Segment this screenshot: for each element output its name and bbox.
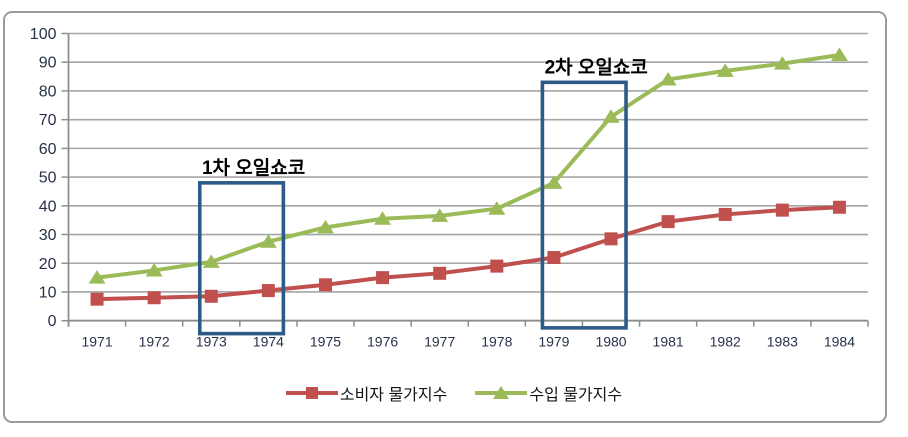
legend-item-consumer-price-index: 소비자 물가지수 [285, 381, 448, 405]
x-axis-tick-label: 1972 [139, 334, 170, 350]
y-axis-tick-label: 40 [39, 198, 57, 215]
x-axis-tick-label: 1978 [481, 334, 512, 350]
x-axis-tick-label: 1973 [196, 334, 227, 350]
x-axis-tick-label: 1977 [424, 334, 455, 350]
chart-frame [3, 11, 887, 423]
legend-item-import-price-index: 수입 물가지수 [475, 381, 622, 405]
x-axis-tick-label: 1975 [310, 334, 341, 350]
import-price-index-marker-triangle-icon [374, 211, 392, 225]
oil-shock-2-box [540, 80, 628, 330]
y-axis-tick-label: 10 [39, 284, 57, 301]
import-price-index-marker-triangle-icon [488, 201, 506, 215]
x-axis-tick-label: 1979 [538, 334, 569, 350]
consumer-price-index-marker-square-icon [318, 278, 332, 292]
y-axis-tick-label: 50 [39, 170, 57, 187]
x-axis-tick-label: 1976 [367, 334, 398, 350]
import-price-index-marker-triangle-icon [259, 234, 277, 248]
y-axis-tick-label: 0 [48, 313, 57, 330]
y-axis-tick-label: 20 [39, 256, 57, 273]
import-price-index-marker-triangle-icon [716, 63, 734, 77]
import-price-index-marker-triangle-icon [773, 56, 791, 70]
consumer-price-index-marker-square-icon [261, 284, 275, 298]
y-axis-tick-label: 70 [39, 112, 57, 129]
y-axis-tick-label: 60 [39, 141, 57, 158]
x-axis-tick-label: 1983 [767, 334, 798, 350]
oil-shock-1-box [197, 181, 286, 336]
import-price-index-marker-triangle-icon [88, 270, 106, 284]
consumer-price-index-marker-square-icon [490, 259, 504, 273]
import-price-index-marker-triangle-icon [545, 175, 563, 189]
legend-label: 소비자 물가지수 [339, 387, 448, 404]
consumer-price-index-marker-square-icon [604, 232, 618, 246]
import-price-index-marker-triangle-icon [145, 262, 163, 277]
y-axis-tick-label: 80 [39, 83, 57, 100]
x-axis-tick-label: 1982 [710, 334, 741, 350]
legend-triangle-marker-icon [475, 386, 528, 399]
legend-label: 수입 물가지수 [529, 387, 623, 404]
x-axis-tick-label: 1981 [653, 334, 684, 350]
consumer-price-index-marker-square-icon [547, 251, 561, 265]
import-price-index-marker-triangle-icon [431, 208, 449, 222]
consumer-price-index-marker-square-icon [775, 203, 789, 217]
oil-shock-1-label: 1차 오일쇼코 [202, 157, 305, 179]
x-axis-tick-label: 1980 [595, 334, 626, 350]
consumer-price-index-marker-square-icon [718, 207, 732, 221]
import-price-index-marker-triangle-icon [316, 219, 334, 234]
import-price-index-marker-triangle-icon [830, 47, 848, 62]
x-axis-tick-label: 1974 [253, 334, 284, 350]
x-axis-tick-label: 1971 [81, 334, 112, 350]
import-price-index-marker-triangle-icon [659, 71, 677, 86]
import-price-index-marker-triangle-icon [202, 254, 220, 268]
consumer-price-index-marker-square-icon [376, 271, 390, 285]
consumer-price-index-marker-square-icon [147, 291, 161, 305]
consumer-price-index-marker-square-icon [204, 289, 218, 303]
y-axis-tick-label: 100 [30, 26, 57, 43]
y-axis-tick-label: 30 [39, 227, 57, 244]
consumer-price-index-marker-square-icon [90, 292, 104, 306]
import-price-index-marker-triangle-icon [602, 109, 620, 123]
y-axis-tick-label: 90 [39, 55, 57, 72]
consumer-price-index-marker-square-icon [832, 200, 846, 214]
oil-shock-2-label: 2차 오일쇼코 [545, 56, 648, 78]
x-axis-tick-label: 1984 [824, 334, 855, 350]
consumer-price-index-marker-square-icon [433, 266, 447, 280]
consumer-price-index-line [95, 205, 842, 302]
chart-legend: 소비자 물가지수 수입 물가지수 [0, 381, 908, 405]
consumer-price-index-marker-square-icon [661, 215, 675, 229]
import-price-index-line [95, 53, 842, 280]
legend-square-marker-icon [285, 387, 338, 399]
